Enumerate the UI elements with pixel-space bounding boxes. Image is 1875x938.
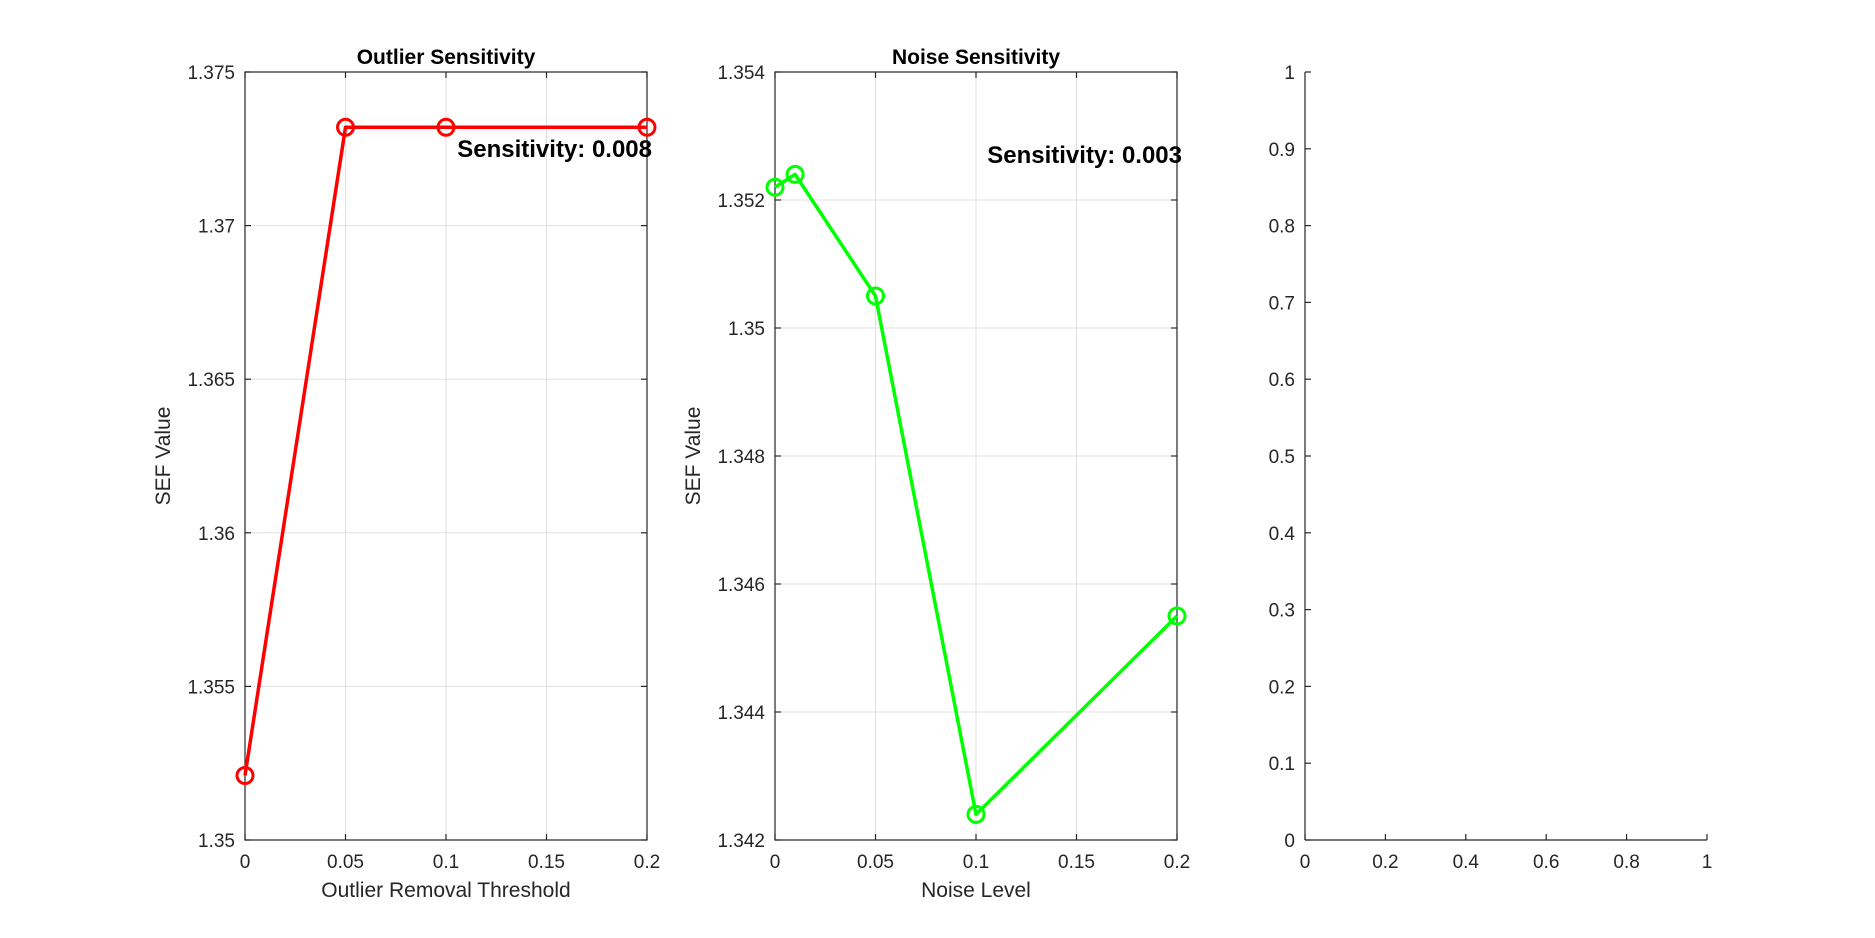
x-axis-label: Noise Level bbox=[921, 879, 1031, 902]
y-tick-label: 0.7 bbox=[1269, 293, 1295, 314]
y-tick-label: 1.365 bbox=[187, 370, 235, 391]
x-tick-label: 0.1 bbox=[433, 852, 459, 873]
x-tick-label: 0 bbox=[770, 852, 781, 873]
y-tick-label: 1.37 bbox=[198, 217, 235, 238]
x-tick-label: 0.15 bbox=[528, 852, 565, 873]
data-point bbox=[436, 117, 456, 137]
y-tick-label: 0.2 bbox=[1269, 677, 1295, 698]
y-tick-label: 0.1 bbox=[1269, 754, 1295, 775]
x-tick-label: 1 bbox=[1702, 852, 1713, 873]
x-tick-label: 0.2 bbox=[634, 852, 660, 873]
y-axis-label: SEF Value bbox=[152, 407, 175, 506]
y-tick-label: 1.375 bbox=[187, 63, 235, 84]
y-tick-label: 0.3 bbox=[1269, 601, 1295, 622]
x-tick-label: 0.2 bbox=[1372, 852, 1398, 873]
y-tick-label: 1.355 bbox=[187, 677, 235, 698]
y-tick-label: 1.344 bbox=[717, 703, 765, 724]
x-axis-label: Outlier Removal Threshold bbox=[321, 879, 570, 902]
y-tick-label: 1.352 bbox=[717, 191, 765, 212]
y-tick-label: 0.4 bbox=[1269, 524, 1296, 545]
data-point bbox=[765, 177, 785, 197]
x-tick-label: 0 bbox=[1300, 852, 1311, 873]
series-line bbox=[243, 125, 647, 776]
y-tick-label: 0.5 bbox=[1269, 447, 1295, 468]
data-point bbox=[235, 765, 255, 785]
chart-panel-1: 0 0.05 0.1 0.15 0.2 1.35 1.355 1.36 1.365 1.37 1.3… bbox=[152, 46, 660, 902]
data-point bbox=[1167, 606, 1187, 626]
y-tick-label: 1.342 bbox=[717, 831, 765, 852]
data-point bbox=[336, 117, 355, 137]
y-tick-label: 0.9 bbox=[1269, 140, 1295, 161]
x-tick-label: 0.1 bbox=[963, 852, 989, 873]
x-tick-label: 0.6 bbox=[1533, 852, 1559, 873]
data-point bbox=[637, 117, 657, 137]
x-tick-label: 0.05 bbox=[857, 852, 894, 873]
chart-title: Noise Sensitivity bbox=[892, 46, 1060, 69]
sensitivity-annotation: Sensitivity: 0.008 bbox=[457, 136, 652, 163]
data-point bbox=[866, 286, 885, 306]
chart-panel-2: 0 0.05 0.1 0.15 0.2 1.342 1.344 1.346 1.348 1.35 1… bbox=[682, 46, 1190, 902]
y-axis-label: SEF Value bbox=[682, 407, 705, 506]
x-tick-label: 0.4 bbox=[1453, 852, 1480, 873]
chart-title: Outlier Sensitivity bbox=[357, 46, 536, 69]
y-tick-label: 0.8 bbox=[1269, 217, 1295, 238]
x-tick-label: 0.8 bbox=[1613, 852, 1639, 873]
sensitivity-annotation: Sensitivity: 0.003 bbox=[987, 142, 1182, 169]
y-tick-label: 1.36 bbox=[198, 524, 235, 545]
y-tick-label: 1.35 bbox=[728, 319, 765, 340]
y-tick-label: 1 bbox=[1284, 63, 1295, 84]
y-tick-label: 1.354 bbox=[717, 63, 765, 84]
data-point bbox=[785, 164, 805, 184]
data-point bbox=[966, 804, 986, 824]
y-tick-label: 0.6 bbox=[1269, 370, 1295, 391]
x-tick-label: 0.05 bbox=[327, 852, 364, 873]
y-tick-label: 0 bbox=[1284, 831, 1295, 852]
y-tick-label: 1.348 bbox=[717, 447, 765, 468]
x-tick-label: 0.2 bbox=[1164, 852, 1190, 873]
x-tick-label: 0 bbox=[240, 852, 251, 873]
x-tick-label: 0.15 bbox=[1058, 852, 1095, 873]
chart-panel-3: 0 0.2 0.4 0.6 0.8 1 0 0.1 0.2 0.3 0.4 0.5 0.6 0.7 0.8 0… bbox=[1269, 63, 1713, 873]
y-tick-label: 1.35 bbox=[198, 831, 235, 852]
y-tick-label: 1.346 bbox=[717, 575, 765, 596]
